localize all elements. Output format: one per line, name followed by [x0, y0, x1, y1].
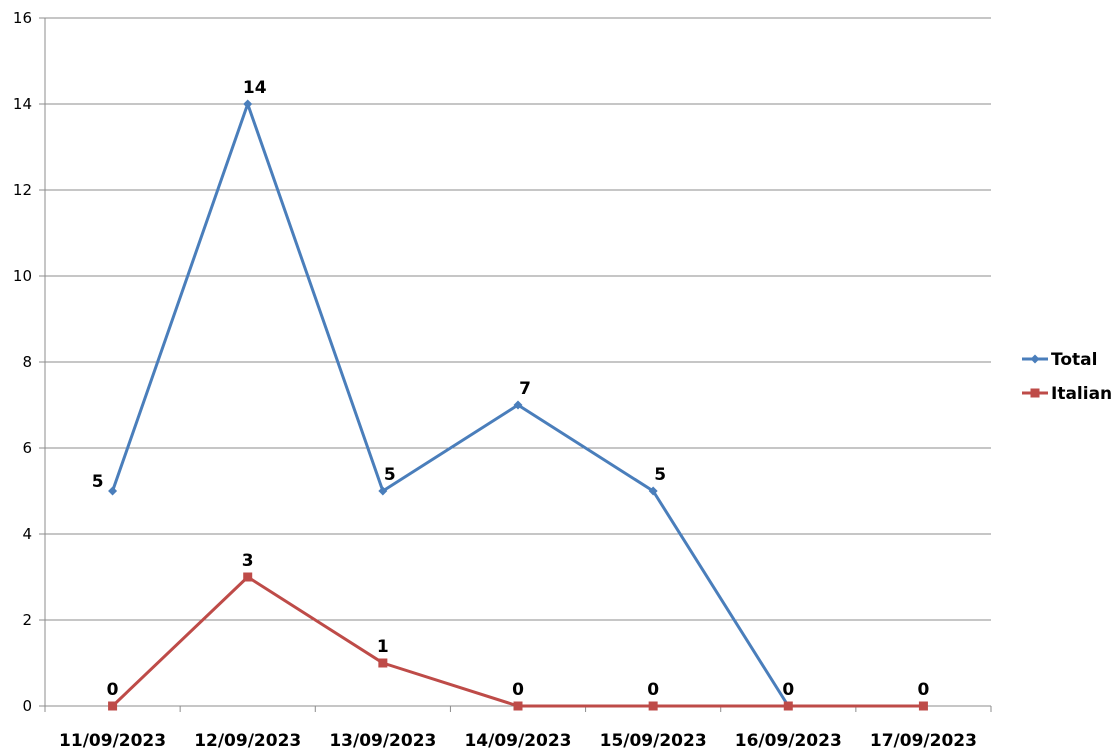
series-line-total	[111, 102, 790, 707]
x-axis-tick-labels: 11/09/2023 12/09/2023 13/09/2023 14/09/2023…	[59, 731, 977, 751]
y-tick-label: 12	[13, 181, 32, 199]
x-tick-label: 15/09/2023	[600, 731, 707, 751]
y-tick-label: 8	[22, 353, 32, 371]
x-tick-label: 17/09/2023	[870, 731, 977, 751]
legend-marker-total	[1030, 354, 1040, 364]
y-tick-label: 10	[13, 267, 32, 285]
data-label-italian: 1	[377, 637, 389, 657]
gridlines	[45, 17, 991, 621]
x-tick-label: 13/09/2023	[329, 731, 436, 751]
data-label-total: 5	[654, 465, 666, 485]
data-label-total: 5	[92, 472, 104, 492]
legend: Total Italian	[1022, 350, 1112, 404]
x-tick-label: 16/09/2023	[735, 731, 842, 751]
data-label-italian: 0	[782, 680, 794, 700]
y-tick-label: 16	[13, 9, 32, 27]
data-point-italian	[378, 658, 388, 668]
x-tick-label: 12/09/2023	[194, 731, 301, 751]
data-label-italian: 0	[512, 680, 524, 700]
legend-marker-italian	[1030, 388, 1040, 398]
data-point-italian	[108, 701, 118, 711]
data-label-italian: 3	[242, 551, 254, 571]
data-point-total	[243, 99, 253, 109]
data-label-italian: 0	[107, 680, 119, 700]
data-point-italian	[918, 701, 928, 711]
data-labels: 5 14 5 7 5 0 3 1 0 0 0 0	[92, 78, 930, 700]
data-point-total	[378, 486, 388, 496]
x-tick-label: 14/09/2023	[464, 731, 571, 751]
legend-label-italian: Italian	[1051, 384, 1112, 404]
data-point-total	[108, 486, 118, 496]
data-point-italian	[783, 701, 793, 711]
data-point-total	[513, 400, 523, 410]
data-label-total: 7	[519, 379, 531, 399]
legend-label-total: Total	[1051, 350, 1097, 370]
series-lines	[108, 99, 928, 711]
y-tick-label: 0	[22, 697, 32, 715]
y-tick-label: 2	[22, 611, 32, 629]
x-tick-label: 11/09/2023	[59, 731, 166, 751]
data-point-italian	[648, 701, 658, 711]
data-point-italian	[513, 701, 523, 711]
y-tick-label: 6	[22, 439, 32, 457]
y-axis-tick-labels: 0 2 4 6 8 10 12 14 16	[13, 9, 32, 715]
axes	[39, 17, 992, 712]
data-point-total	[648, 486, 658, 496]
data-point-italian	[243, 572, 253, 582]
data-label-total: 14	[243, 78, 267, 98]
y-tick-label: 14	[13, 95, 32, 113]
data-label-total: 5	[384, 465, 396, 485]
y-tick-label: 4	[22, 525, 32, 543]
data-label-italian: 0	[918, 680, 930, 700]
data-label-italian: 0	[647, 680, 659, 700]
